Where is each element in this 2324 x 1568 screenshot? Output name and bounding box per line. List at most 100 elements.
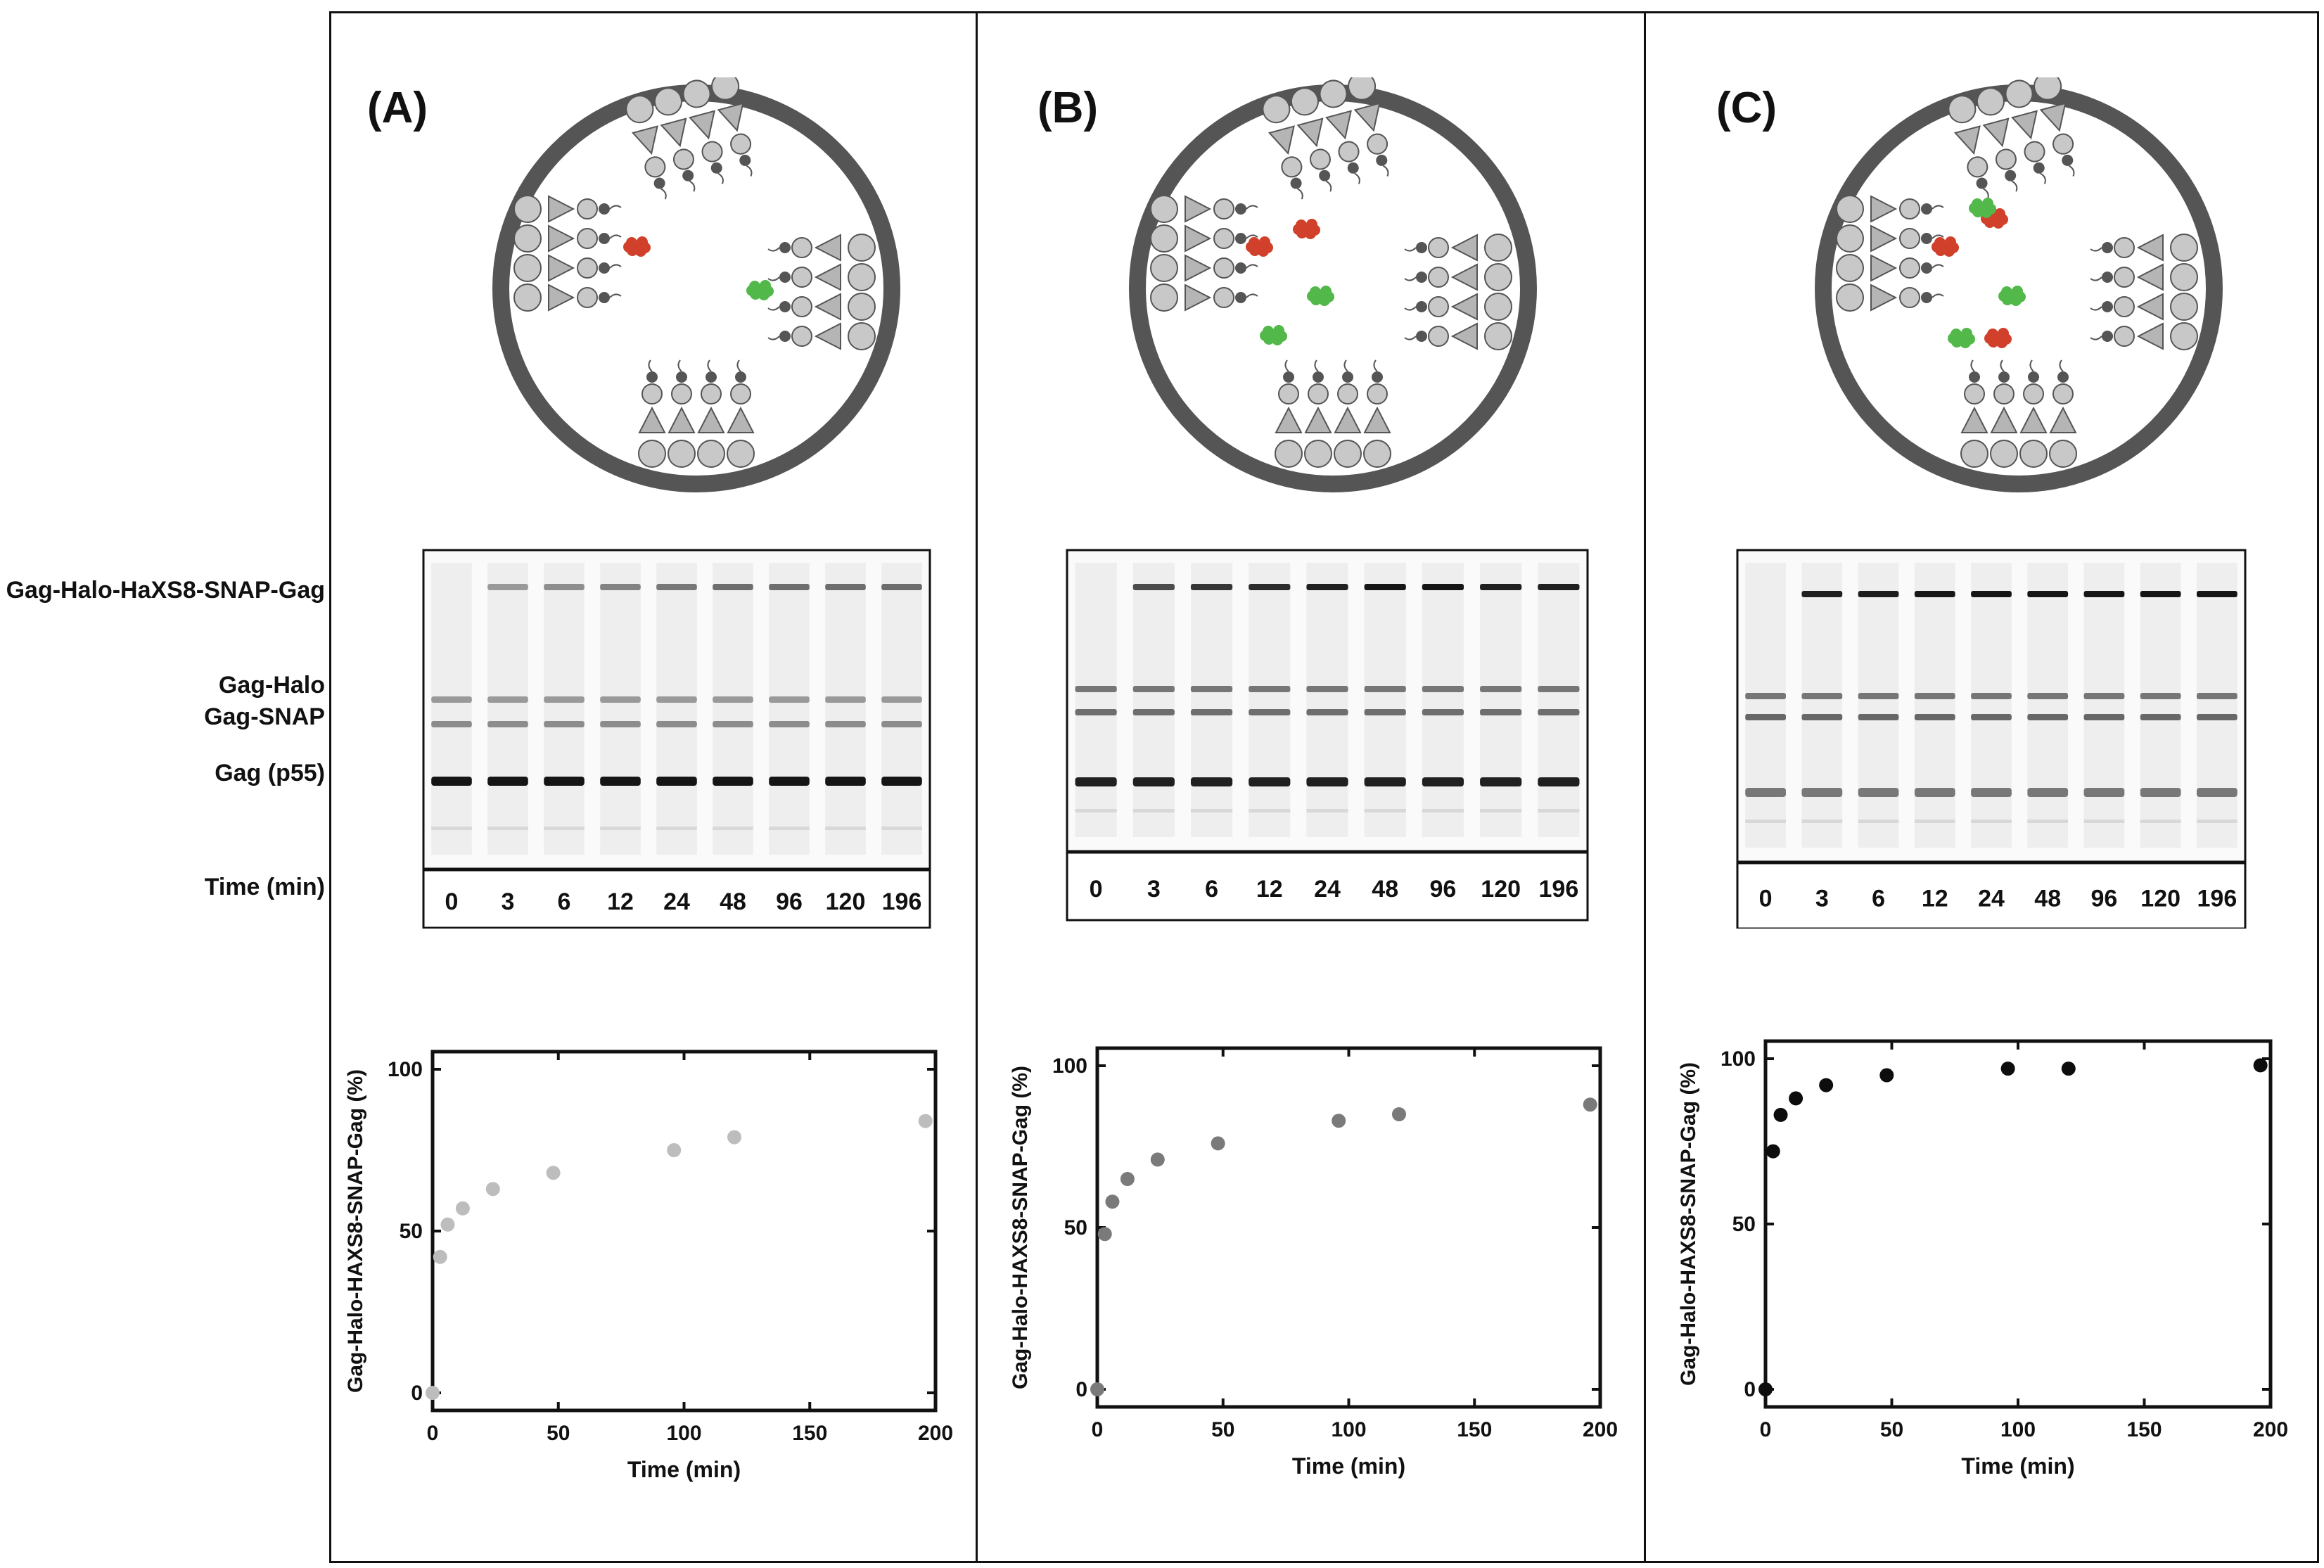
data-point [1583, 1097, 1597, 1112]
band-gag-halo [487, 696, 528, 703]
halo-tag-red [1932, 236, 1959, 257]
band-faint [1306, 809, 1348, 812]
linker [1246, 264, 1258, 269]
band-gag-halo [1914, 693, 1955, 699]
y-axis-label: Gag-Halo-HAXS8-SNAP-Gag (%) [1677, 1062, 1700, 1386]
data-point [440, 1217, 455, 1232]
p6-domain [1347, 162, 1359, 174]
ca-domain [1185, 254, 1212, 282]
ca-domain [638, 406, 666, 433]
panel-label-b: (B) [1038, 84, 1099, 132]
snap-tag-green [1307, 286, 1334, 306]
ca-domain [1268, 125, 1295, 155]
data-point [1097, 1227, 1112, 1242]
band-dimer [1914, 591, 1955, 597]
band-gag-snap [1422, 709, 1464, 715]
gel-lane [1132, 563, 1175, 837]
band-gag-p55 [2197, 788, 2237, 797]
gel-lane [769, 563, 810, 855]
band-gag-p55 [769, 777, 810, 786]
linker [1970, 359, 1975, 372]
ma-domain [1836, 224, 1864, 253]
band-gag-snap [431, 721, 472, 727]
ma-domain [848, 293, 876, 321]
band-faint [825, 827, 866, 830]
ma-domain [2170, 234, 2198, 262]
ca-domain [1450, 322, 1478, 350]
gel-lane [656, 563, 697, 855]
data-point [1090, 1382, 1104, 1396]
linker [767, 306, 780, 311]
ca-domain [1870, 283, 1898, 312]
p6-domain [1998, 371, 2010, 383]
gag-cluster [1836, 195, 1944, 312]
schematic-a [492, 77, 900, 492]
y-axis-label: Gag-Halo-HAXS8-SNAP-Gag (%) [345, 1069, 367, 1393]
linker [2029, 359, 2034, 372]
ca-domain [2049, 406, 2077, 433]
band-gag-halo [2027, 693, 2069, 699]
halo-tag-red [623, 236, 651, 257]
band-gag-snap [1132, 709, 1175, 715]
p6-domain [739, 154, 751, 166]
lane-label: 24 [1314, 876, 1341, 903]
nc-domain [577, 228, 598, 249]
ma-domain [1363, 440, 1391, 468]
band-gag-halo [881, 696, 922, 703]
nc-domain [577, 287, 598, 308]
linker [1932, 205, 1944, 210]
band-faint [881, 827, 922, 830]
band-gag-p55 [1480, 777, 1522, 786]
band-gag-snap [600, 721, 641, 727]
band-dimer [1306, 584, 1348, 590]
data-point [2000, 1062, 2015, 1076]
halo-tag-red [1984, 328, 2012, 348]
band-gag-snap [2083, 714, 2125, 720]
p6-domain [2005, 170, 2017, 181]
band-faint [544, 827, 585, 830]
nc-domain [1213, 198, 1234, 219]
halo-tag-red-part [1948, 242, 1959, 253]
nc-domain [1899, 257, 1920, 279]
linker [2090, 336, 2102, 340]
ma-domain [1304, 440, 1332, 468]
ma-domain [2170, 263, 2198, 291]
band-gag-snap [1190, 709, 1233, 715]
linker [736, 359, 741, 372]
band-gag-p55 [1364, 777, 1406, 786]
ma-domain [697, 440, 725, 468]
ma-domain [1836, 195, 1864, 223]
nc-domain [2052, 383, 2074, 404]
ca-domain [548, 195, 575, 223]
lane-label: 12 [1922, 886, 1948, 912]
data-point [1819, 1078, 1834, 1092]
band-gag-snap [1745, 714, 1786, 720]
band-gag-p55 [1745, 788, 1786, 797]
snap-tag-green-part [1948, 333, 1959, 344]
ma-domain [1150, 195, 1178, 223]
ca-domain [2136, 234, 2164, 262]
band-gag-p55 [1249, 777, 1291, 786]
ca-domain [697, 406, 725, 433]
plot-frame [1095, 1046, 1602, 1409]
lane-label: 24 [1978, 886, 2005, 912]
snap-tag-green-part [1998, 291, 2010, 302]
halo-tag-red-part [1246, 241, 1257, 253]
x-tick-label: 100 [1331, 1418, 1366, 1441]
band-dimer [1971, 591, 2012, 597]
ma-domain [2005, 79, 2034, 108]
band-gag-p55 [1132, 777, 1175, 786]
band-gag-snap [1249, 709, 1291, 715]
band-gag-p55 [881, 777, 922, 786]
p6-domain [1416, 331, 1427, 342]
nc-domain [1899, 198, 1920, 219]
ca-domain [1275, 406, 1303, 433]
nc-domain [2114, 296, 2135, 317]
data-point [1105, 1194, 1120, 1209]
gag-cluster [1948, 77, 2075, 200]
band-gag-p55 [1971, 788, 2012, 797]
band-gag-halo [431, 696, 472, 703]
nc-domain [2114, 326, 2135, 347]
ca-domain [1304, 406, 1332, 433]
data-point [1758, 1382, 1773, 1396]
